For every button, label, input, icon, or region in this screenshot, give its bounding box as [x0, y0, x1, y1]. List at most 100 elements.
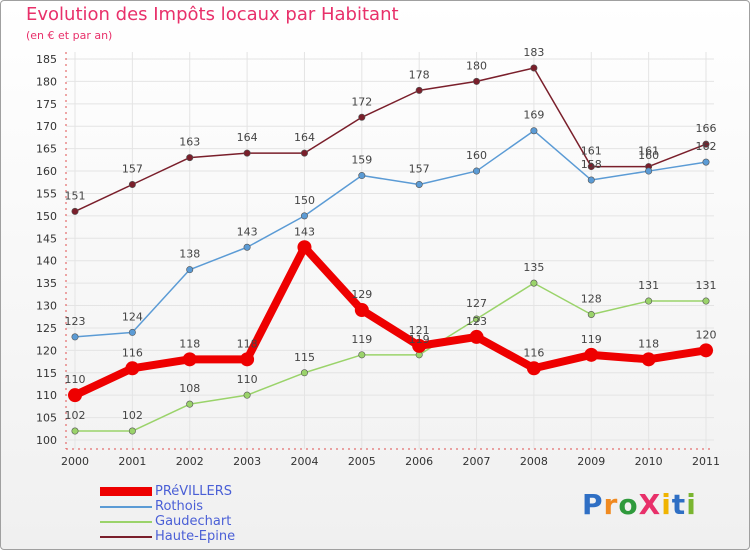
data-label: 150	[294, 194, 315, 207]
legend-label: Haute-Epine	[155, 529, 236, 544]
y-tick-label: 125	[36, 322, 57, 335]
series-line-haute-epine	[74, 67, 707, 213]
y-tick-label: 105	[36, 412, 57, 425]
legend-label: Rothois	[155, 499, 204, 514]
data-point	[702, 140, 710, 148]
y-tick-label: 180	[36, 75, 57, 88]
y-tick-label: 185	[36, 53, 57, 66]
data-point	[469, 329, 484, 344]
data-point	[641, 352, 656, 367]
data-label: 128	[581, 292, 602, 305]
data-label: 124	[122, 310, 143, 323]
data-point	[186, 154, 194, 162]
x-tick-label: 2010	[635, 455, 663, 468]
data-label: 161	[638, 145, 659, 158]
data-point	[125, 361, 140, 376]
data-label: 138	[179, 248, 200, 261]
series-lines	[68, 64, 713, 435]
data-label: 172	[351, 95, 372, 108]
logo-letter: o	[618, 488, 639, 521]
y-tick-label: 150	[36, 210, 57, 223]
data-point	[243, 149, 251, 157]
data-label: 118	[237, 337, 258, 350]
legend-item-previllers: PRéVILLERS	[100, 484, 235, 499]
data-label: 183	[523, 46, 544, 59]
data-label: 161	[581, 145, 602, 158]
data-point	[412, 338, 427, 353]
x-tick-label: 2004	[290, 455, 318, 468]
data-point	[587, 310, 595, 318]
x-tick-label: 2009	[577, 455, 605, 468]
data-point	[71, 207, 79, 215]
series-line-rothois	[74, 129, 707, 338]
data-point	[530, 64, 538, 72]
legend-label: PRéVILLERS	[155, 484, 232, 499]
data-label: 135	[523, 261, 544, 274]
data-label: 119	[409, 333, 430, 346]
legend-item-haute-epine: Haute-Epine	[100, 529, 235, 544]
series-line-gaudechart	[74, 282, 707, 432]
data-label: 116	[122, 346, 143, 359]
data-point	[526, 361, 541, 376]
legend: PRéVILLERS Rothois Gaudechart Haute-Epin…	[100, 484, 235, 544]
data-label: 118	[179, 337, 200, 350]
x-tick-label: 2000	[61, 455, 89, 468]
y-tick-label: 170	[36, 120, 57, 133]
y-tick-label: 100	[36, 434, 57, 447]
data-point	[300, 369, 308, 377]
data-label: 123	[65, 315, 86, 328]
data-label: 102	[122, 409, 143, 422]
data-label: 159	[351, 154, 372, 167]
data-point	[300, 149, 308, 157]
data-point	[71, 333, 79, 341]
data-point	[182, 352, 197, 367]
legend-swatch-gaudechart	[100, 520, 152, 523]
y-tick-label: 145	[36, 232, 57, 245]
series-line-prévillers	[71, 243, 710, 400]
data-point	[358, 351, 366, 359]
data-point	[699, 343, 713, 358]
data-label: 118	[638, 337, 659, 350]
y-tick-label: 135	[36, 277, 57, 290]
data-label: 158	[581, 158, 602, 171]
data-point	[128, 328, 136, 336]
data-label: 121	[409, 324, 430, 337]
data-point	[128, 427, 136, 435]
data-point	[186, 400, 194, 408]
legend-swatch-previllers	[100, 487, 152, 496]
y-tick-label: 120	[36, 344, 57, 357]
data-label: 163	[179, 136, 200, 149]
x-tick-label: 2003	[233, 455, 261, 468]
legend-swatch-haute-epine	[100, 535, 152, 538]
y-tick-label: 110	[36, 389, 57, 402]
data-point	[415, 86, 423, 94]
x-tick-label: 2007	[463, 455, 491, 468]
data-point	[587, 163, 595, 171]
data-point	[358, 172, 366, 180]
axes: 1001051101151201251301351401451501551601…	[36, 52, 720, 468]
y-tick-label: 115	[36, 367, 57, 380]
logo-letter: P	[582, 488, 604, 521]
data-labels: 151 157 163 164 164 172 178 180 183 161 161 166 123 1…	[65, 46, 717, 422]
data-point	[68, 388, 82, 403]
data-point	[128, 181, 136, 189]
y-tick-label: 140	[36, 255, 57, 268]
data-point	[186, 266, 194, 274]
data-label: 131	[638, 279, 659, 292]
legend-item-gaudechart: Gaudechart	[100, 514, 235, 529]
data-label: 162	[696, 140, 717, 153]
legend-item-rothois: Rothois	[100, 499, 235, 514]
data-label: 119	[581, 333, 602, 346]
data-label: 115	[294, 351, 315, 364]
data-point	[473, 315, 481, 323]
x-tick-label: 2006	[405, 455, 433, 468]
x-tick-label: 2002	[176, 455, 204, 468]
data-point	[473, 77, 481, 85]
data-point	[415, 181, 423, 189]
y-tick-label: 165	[36, 143, 57, 156]
data-label: 131	[696, 279, 717, 292]
data-point	[300, 212, 308, 220]
proxiti-logo: ProXiti	[582, 488, 697, 521]
data-point	[243, 391, 251, 399]
data-label: 164	[294, 131, 315, 144]
